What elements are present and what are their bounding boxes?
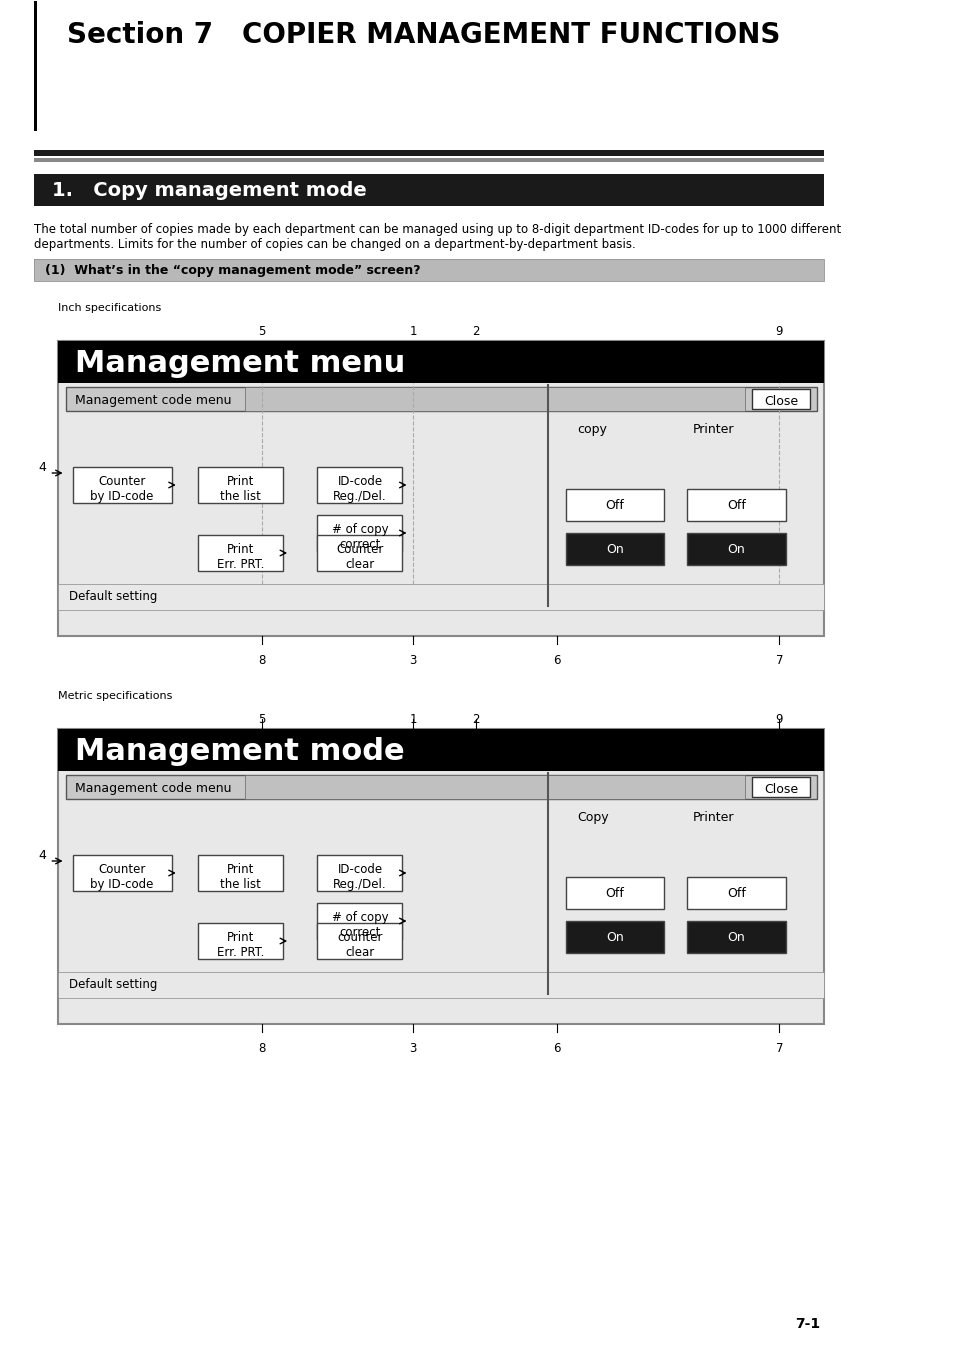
Text: Counter
by ID-code: Counter by ID-code xyxy=(91,476,153,503)
Text: Management menu: Management menu xyxy=(74,349,404,378)
Bar xyxy=(565,877,664,909)
Bar xyxy=(316,902,402,939)
Text: On: On xyxy=(727,931,744,944)
Bar xyxy=(316,535,402,571)
Text: 1: 1 xyxy=(409,713,416,725)
Text: Management code menu: Management code menu xyxy=(74,782,231,794)
Text: ID-code
Reg./Del.: ID-code Reg./Del. xyxy=(333,476,387,503)
Text: Close: Close xyxy=(763,784,798,796)
Text: Print
Err. PRT.: Print Err. PRT. xyxy=(216,931,264,959)
Bar xyxy=(245,775,744,798)
Bar xyxy=(316,467,402,503)
Text: On: On xyxy=(605,543,623,557)
Text: Inch specifications: Inch specifications xyxy=(58,303,161,313)
Text: 3: 3 xyxy=(409,654,416,667)
Bar xyxy=(316,515,402,551)
Bar xyxy=(245,386,744,411)
Bar xyxy=(58,730,823,1024)
Bar xyxy=(565,921,664,952)
Bar xyxy=(686,921,785,952)
Bar xyxy=(565,489,664,521)
Text: Management code menu: Management code menu xyxy=(74,394,231,407)
Text: Printer: Printer xyxy=(693,423,734,436)
Text: ID-code
Reg./Del.: ID-code Reg./Del. xyxy=(333,863,387,892)
Text: 6: 6 xyxy=(553,1042,560,1055)
Bar xyxy=(565,534,664,565)
Bar xyxy=(58,340,823,382)
Bar xyxy=(316,923,402,959)
Bar xyxy=(72,467,172,503)
Text: Management mode: Management mode xyxy=(74,738,404,766)
Text: # of copy
correct: # of copy correct xyxy=(332,523,388,551)
Text: 5: 5 xyxy=(258,713,266,725)
Text: The total number of copies made by each department can be managed using up to 8-: The total number of copies made by each … xyxy=(34,223,841,251)
Text: 4: 4 xyxy=(38,461,46,474)
Bar xyxy=(58,340,823,636)
Bar xyxy=(752,777,809,797)
Text: On: On xyxy=(605,931,623,944)
Text: Off: Off xyxy=(605,499,624,512)
Text: counter
clear: counter clear xyxy=(337,931,382,959)
Bar xyxy=(58,730,823,771)
Bar xyxy=(197,855,282,892)
Text: 9: 9 xyxy=(775,326,782,338)
Text: On: On xyxy=(727,543,744,557)
Text: (1)  What’s in the “copy management mode” screen?: (1) What’s in the “copy management mode”… xyxy=(45,263,420,277)
Bar xyxy=(197,535,282,571)
Text: 9: 9 xyxy=(775,713,782,725)
Text: 2: 2 xyxy=(472,713,479,725)
Text: 5: 5 xyxy=(258,326,266,338)
Text: 4: 4 xyxy=(38,848,46,862)
Text: 2: 2 xyxy=(472,326,479,338)
Text: Off: Off xyxy=(726,499,745,512)
Bar xyxy=(197,467,282,503)
Bar xyxy=(34,1,37,131)
Bar xyxy=(316,855,402,892)
Text: Print
Err. PRT.: Print Err. PRT. xyxy=(216,543,264,571)
Text: 7: 7 xyxy=(775,1042,782,1055)
Bar xyxy=(34,259,823,281)
Bar xyxy=(34,259,823,281)
Text: 6: 6 xyxy=(553,654,560,667)
Bar xyxy=(686,877,785,909)
Text: Off: Off xyxy=(605,888,624,900)
Bar xyxy=(752,389,809,409)
Text: Off: Off xyxy=(726,888,745,900)
Text: Print
the list: Print the list xyxy=(220,863,261,892)
Text: Default setting: Default setting xyxy=(69,978,157,992)
Text: 7-1: 7-1 xyxy=(795,1317,820,1331)
Text: # of copy
correct: # of copy correct xyxy=(332,911,388,939)
Text: 8: 8 xyxy=(258,1042,266,1055)
Bar xyxy=(66,386,817,411)
Text: Close: Close xyxy=(763,394,798,408)
Text: Counter
by ID-code: Counter by ID-code xyxy=(91,863,153,892)
Bar xyxy=(686,534,785,565)
Text: Metric specifications: Metric specifications xyxy=(58,690,172,701)
Bar xyxy=(686,489,785,521)
Bar xyxy=(34,174,823,205)
Bar xyxy=(58,584,823,611)
Text: 3: 3 xyxy=(409,1042,416,1055)
Text: 1.   Copy management mode: 1. Copy management mode xyxy=(52,181,367,200)
Text: copy: copy xyxy=(578,423,607,436)
Bar xyxy=(34,150,823,155)
Text: 7: 7 xyxy=(775,654,782,667)
Text: 8: 8 xyxy=(258,654,266,667)
Bar xyxy=(197,923,282,959)
Bar xyxy=(34,158,823,162)
Text: Copy: Copy xyxy=(577,811,608,824)
Text: 1: 1 xyxy=(409,326,416,338)
Text: Default setting: Default setting xyxy=(69,590,157,603)
Bar xyxy=(66,775,817,798)
Text: Counter
clear: Counter clear xyxy=(336,543,383,571)
Bar xyxy=(72,855,172,892)
Text: Section 7   COPIER MANAGEMENT FUNCTIONS: Section 7 COPIER MANAGEMENT FUNCTIONS xyxy=(68,22,780,49)
Text: Print
the list: Print the list xyxy=(220,476,261,503)
Bar xyxy=(58,971,823,998)
Text: Printer: Printer xyxy=(693,811,734,824)
